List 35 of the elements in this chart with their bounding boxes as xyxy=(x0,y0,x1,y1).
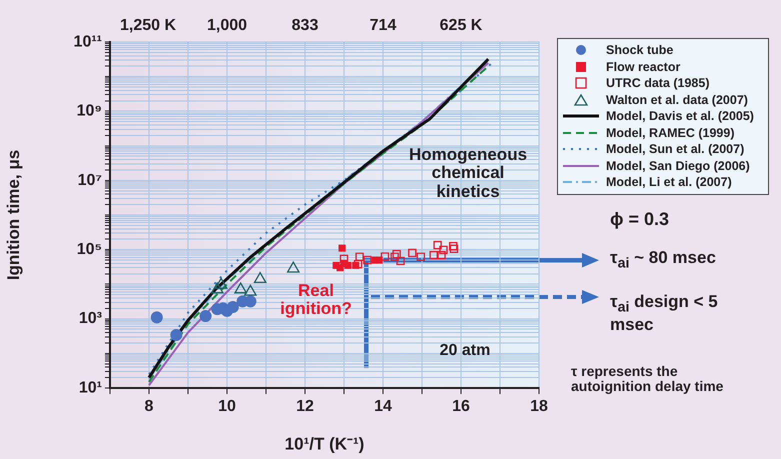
text: τ represents the autoignition delay time xyxy=(571,363,724,394)
x-tick-label: 14 xyxy=(374,398,392,416)
y-tick-label: 10³ xyxy=(78,310,102,328)
y-tick-label: 10⁹ xyxy=(76,102,102,120)
text: 1,000 xyxy=(206,17,248,34)
legend-label: Model, San Diego (2006) xyxy=(606,158,750,173)
legend-label: Walton et al. data (2007) xyxy=(606,92,748,107)
y-tick-label: 10¹ xyxy=(78,379,102,396)
legend-label: Model, Li et al. (2007) xyxy=(606,175,732,190)
y-tick-label: 10⁵ xyxy=(76,241,102,258)
x-axis-title: 10¹/T (K⁻¹) xyxy=(284,434,364,454)
legend-label: UTRC data (1985) xyxy=(606,76,710,90)
text: 714 xyxy=(368,17,398,34)
x-tick-label: 10 xyxy=(218,398,236,416)
annotation: Real ignition? xyxy=(279,281,353,319)
text: τ$_{ai}$ design < 5 msec xyxy=(610,292,719,334)
text: 625 K xyxy=(438,17,484,34)
x-tick-label: 12 xyxy=(296,398,314,416)
text: 833 xyxy=(290,17,320,34)
x-tick-label: 16 xyxy=(452,398,470,416)
legend-label: Model, RAMEC (1999) xyxy=(606,126,734,140)
x-tick-label: 18 xyxy=(530,398,548,416)
legend-label: Flow reactor xyxy=(606,60,680,74)
legend-label: Model, Sun et al. (2007) xyxy=(606,142,744,156)
y-tick-label: 10¹¹ xyxy=(74,33,102,50)
x-tick-label: 8 xyxy=(144,398,154,416)
y-axis-title: Ignition time, μs xyxy=(4,150,23,280)
legend-label: Model, Davis et al. (2005) xyxy=(606,109,754,124)
text: 1,250 K xyxy=(118,17,178,34)
annotation: 20 atm xyxy=(438,342,492,360)
legend-label: Shock tube xyxy=(606,43,674,58)
annotation: Homogeneous chemical kinetics xyxy=(408,145,528,202)
text: ϕ = 0.3 xyxy=(610,209,670,230)
text: τ$_{ai}$ ~ 80 msec xyxy=(610,248,717,272)
y-tick-label: 10⁷ xyxy=(78,172,102,189)
